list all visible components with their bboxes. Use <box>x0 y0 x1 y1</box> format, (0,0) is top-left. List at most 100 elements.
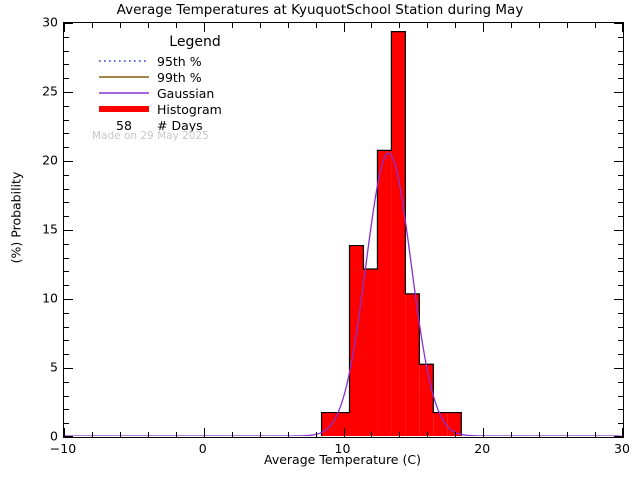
axis-tick <box>203 428 205 437</box>
axis-tick <box>203 23 205 32</box>
plot-area <box>63 22 622 436</box>
axis-tick <box>64 174 69 176</box>
legend-label-gaussian: Gaussian <box>157 85 215 101</box>
creation-stamp: Made on 29 May 2025 <box>92 130 209 142</box>
axis-tick <box>614 92 623 93</box>
axis-tick <box>259 432 261 437</box>
axis-tick <box>231 23 233 28</box>
x-tick-label: −10 <box>49 441 77 456</box>
axis-tick <box>64 395 69 397</box>
axis-tick <box>64 36 69 38</box>
axis-tick <box>618 257 623 259</box>
axis-tick <box>64 147 69 149</box>
axis-tick <box>614 23 623 24</box>
axis-tick <box>259 23 261 28</box>
axis-tick <box>618 133 623 135</box>
axis-tick <box>343 23 345 32</box>
axis-tick <box>618 36 623 38</box>
legend-title: Legend <box>169 34 221 50</box>
axis-tick <box>64 23 73 24</box>
axis-tick <box>371 23 373 28</box>
histogram-bar <box>377 150 392 436</box>
axis-tick <box>618 423 623 425</box>
axis-tick <box>64 119 69 121</box>
axis-tick <box>119 432 121 437</box>
axis-tick <box>64 299 73 300</box>
axis-tick <box>618 64 623 66</box>
axis-tick <box>91 432 93 437</box>
axis-tick <box>64 436 73 437</box>
axis-tick <box>64 50 69 52</box>
axis-tick <box>614 299 623 300</box>
y-tick-label: 15 <box>42 221 58 237</box>
axis-tick <box>618 174 623 176</box>
y-tick-label: 10 <box>42 290 58 306</box>
axis-tick <box>618 216 623 218</box>
axis-tick <box>614 436 623 437</box>
legend-days-count: 58 <box>116 117 132 133</box>
legend-swatch-histogram <box>98 102 150 116</box>
legend-item-histogram: Histogram <box>98 101 313 117</box>
axis-tick <box>483 428 485 437</box>
axis-tick <box>618 78 623 80</box>
axis-tick <box>64 23 65 32</box>
x-axis-title: Average Temperature (C) <box>264 452 421 467</box>
legend-item-99th: 99th % <box>98 69 313 85</box>
axis-tick <box>315 23 317 28</box>
axis-tick <box>64 230 73 231</box>
axis-tick <box>64 285 69 287</box>
axis-tick <box>567 23 569 28</box>
histogram-bar <box>349 245 364 436</box>
y-tick-label: 30 <box>42 14 58 30</box>
axis-tick <box>119 23 121 28</box>
axis-tick <box>618 312 623 314</box>
axis-tick <box>483 23 485 32</box>
legend-item-gaussian: Gaussian <box>98 85 313 101</box>
axis-tick <box>595 432 597 437</box>
y-tick-label: 5 <box>50 359 58 375</box>
axis-tick <box>618 105 623 107</box>
legend-label-histogram: Histogram <box>157 101 222 117</box>
legend-days-label: # Days <box>157 117 203 133</box>
axis-tick <box>64 202 69 204</box>
x-tick-label: 10 <box>334 441 351 456</box>
axis-tick <box>64 312 69 314</box>
axis-tick <box>91 23 93 28</box>
axis-tick <box>64 105 69 107</box>
axis-tick <box>618 354 623 356</box>
legend-label-95th: 95th % <box>157 53 202 69</box>
axis-tick <box>618 119 623 121</box>
x-tick-label: 0 <box>198 441 207 456</box>
plot-frame <box>63 22 624 438</box>
axis-tick <box>64 78 69 80</box>
axis-tick <box>64 354 69 356</box>
axis-tick <box>614 230 623 231</box>
axis-tick <box>618 285 623 287</box>
axis-tick <box>371 432 373 437</box>
x-tick-label: 30 <box>614 441 630 456</box>
histogram-bar <box>391 31 406 436</box>
legend-item-95th: 95th % <box>98 53 313 69</box>
axis-tick <box>175 432 177 437</box>
axis-tick <box>618 326 623 328</box>
axis-tick <box>455 23 457 28</box>
axis-tick <box>618 271 623 273</box>
axis-tick <box>622 23 623 32</box>
histogram-bar <box>433 412 448 436</box>
legend-swatch-gaussian <box>98 86 150 100</box>
axis-tick <box>539 23 541 28</box>
axis-tick <box>343 428 345 437</box>
histogram-outline <box>320 31 462 436</box>
axis-tick <box>231 432 233 437</box>
histogram-bar <box>363 269 378 436</box>
axis-tick <box>64 257 69 259</box>
axis-tick <box>64 64 69 66</box>
axis-tick <box>539 432 541 437</box>
axis-tick <box>64 368 73 369</box>
histogram-bar <box>335 412 350 436</box>
axis-tick <box>618 395 623 397</box>
axis-tick <box>427 432 429 437</box>
x-tick-label: 20 <box>474 441 491 456</box>
y-tick-label: 0 <box>50 428 58 444</box>
axis-tick <box>64 326 69 328</box>
